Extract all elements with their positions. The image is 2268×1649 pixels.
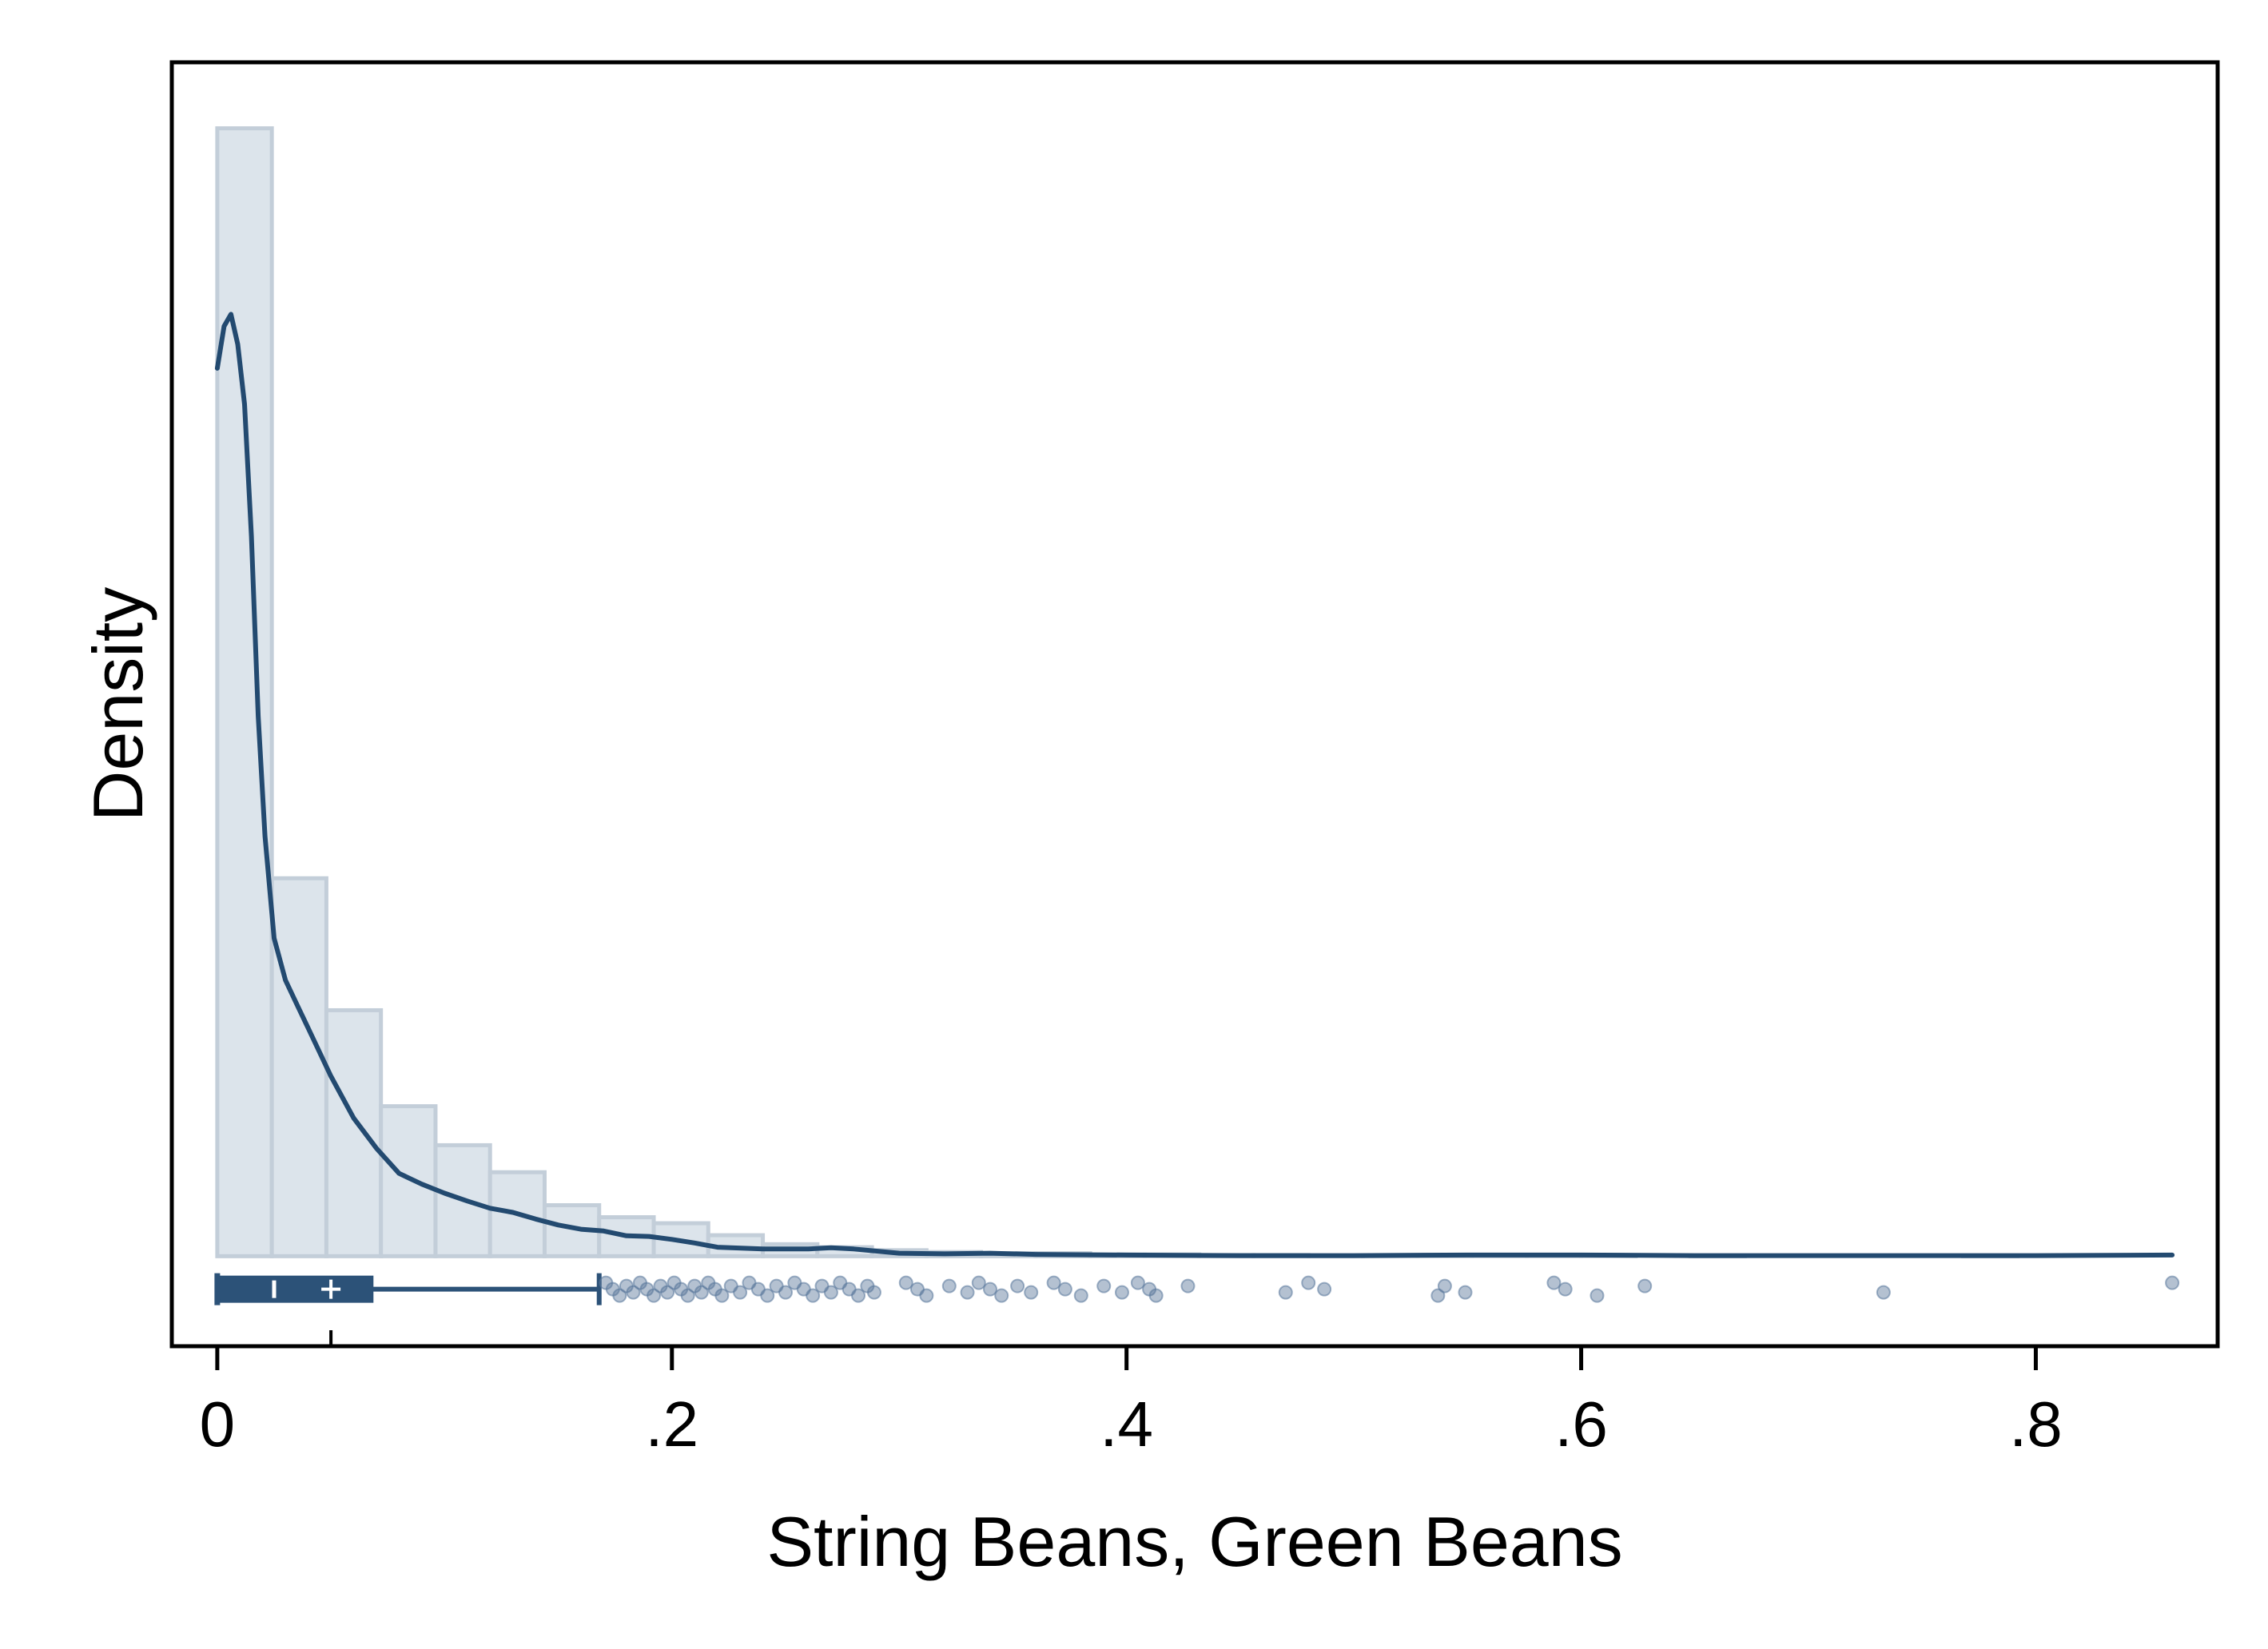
outlier-point [1073,1288,1088,1303]
outlier-point [983,1281,997,1297]
outlier-point [1590,1288,1605,1303]
outlier-point [1301,1275,1316,1290]
outlier-point [1148,1288,1164,1303]
outlier-point [823,1285,838,1300]
x-tick-label: .4 [1100,1389,1153,1460]
outlier-point [1180,1278,1196,1293]
outlier-point [1114,1285,1129,1300]
x-tick-label: .2 [645,1389,698,1460]
outlier-point [1010,1278,1025,1293]
outlier-point [1558,1281,1573,1297]
outlier-point [1096,1278,1112,1293]
outlier-point [1437,1278,1452,1293]
outlier-point [1046,1275,1061,1290]
kde-curve [214,312,2175,1258]
outlier-point [660,1285,675,1300]
outlier-point [960,1285,975,1300]
x-tick-label: .8 [2009,1389,2063,1460]
histogram-bar [433,1142,492,1258]
outlier-point [971,1275,986,1290]
outlier-point [1278,1285,1293,1300]
outlier-point [1876,1285,1891,1300]
boxplot-group [214,1273,2180,1346]
outlier-point [806,1288,821,1303]
outlier-point [941,1278,957,1293]
outlier-point [898,1275,913,1290]
outlier-point [733,1285,748,1300]
x-tick-label: .6 [1554,1389,1608,1460]
kde-curve-group [214,312,2175,1258]
outlier-point [778,1285,793,1300]
y-axis-title: Density [78,587,157,821]
histogram-bar [215,126,274,1258]
box-iqr [215,1275,374,1303]
x-tick-label: 0 [200,1389,236,1460]
outlier-point [1546,1275,1562,1290]
outlier-point [1130,1275,1145,1290]
plot-frame [169,60,2220,1349]
outlier-point [612,1288,627,1303]
outlier-point [1024,1285,1039,1300]
histogram-bar [324,1007,384,1258]
outlier-point [2165,1275,2180,1290]
outlier-point [760,1288,775,1303]
outlier-point [1430,1288,1446,1303]
outlier-point [680,1288,695,1303]
outlier-point [647,1288,662,1303]
x-axis-title: String Beans, Green Beans [766,1502,1622,1581]
outlier-point [994,1288,1009,1303]
outlier-point [866,1285,881,1300]
outlier-point [714,1288,730,1303]
histogram-bar [269,876,328,1258]
outlier-point [1458,1285,1473,1300]
outlier-point [626,1285,641,1300]
histogram-bars [215,126,2020,1258]
histogram-bar [379,1104,438,1258]
outlier-point [1317,1281,1332,1297]
outlier-point [919,1288,934,1303]
outlier-point [1637,1278,1653,1293]
outlier-point [851,1288,866,1303]
x-axis-ticks: 0 .2 .4 .6 .8 [200,1346,2063,1460]
outlier-point [694,1285,709,1300]
outlier-point [1057,1281,1072,1297]
